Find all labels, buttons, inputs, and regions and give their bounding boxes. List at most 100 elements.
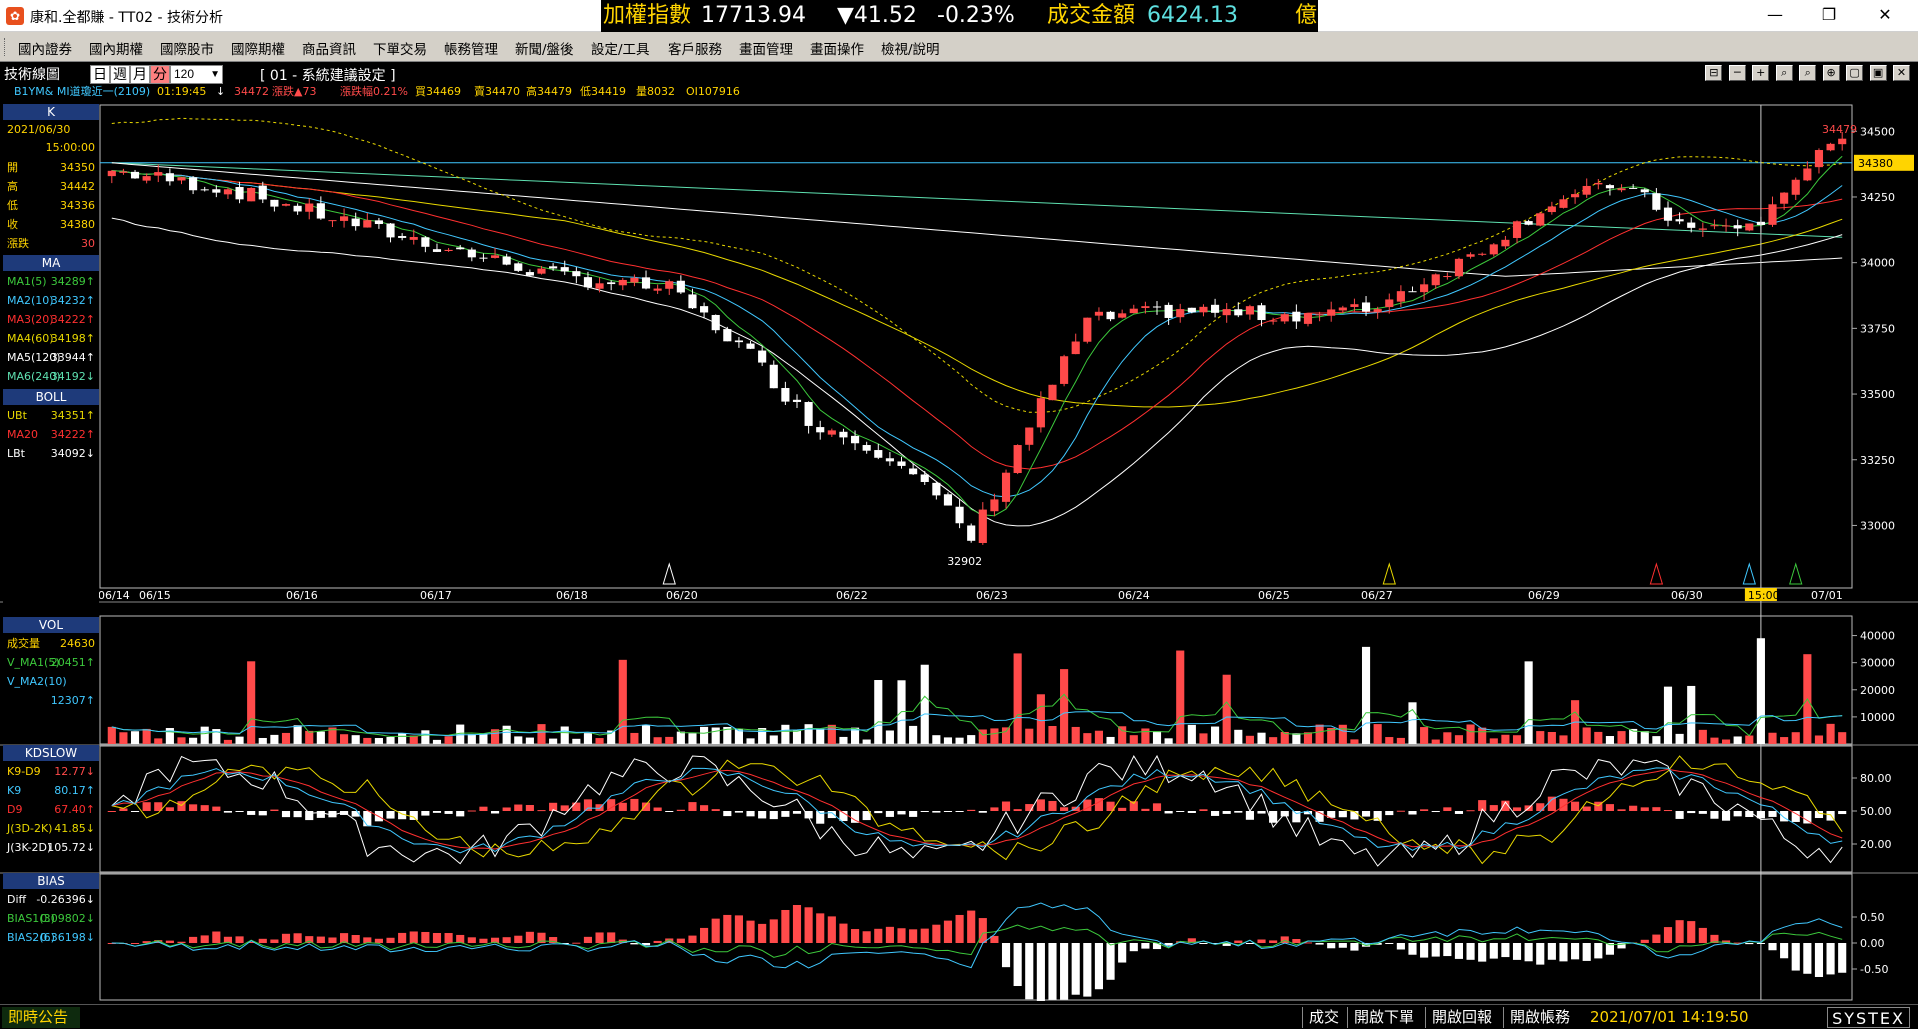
date-tick-label: 06/24 xyxy=(1118,589,1150,602)
search-icon[interactable]: ⌕ xyxy=(1775,65,1793,81)
vma2-value: 12307↑ xyxy=(50,694,95,707)
kd-diff-bar xyxy=(1269,811,1278,823)
menu-item-settings-tools[interactable]: 設定/工具 xyxy=(591,42,650,58)
candle-body xyxy=(340,216,349,221)
trades-button[interactable]: 成交 xyxy=(1302,1007,1345,1028)
bias-diff-bar xyxy=(641,943,651,946)
volume-bar xyxy=(281,732,291,744)
bar-count-select[interactable]: 120 ▼ xyxy=(170,65,223,84)
kd-diff-bar xyxy=(1466,810,1475,812)
menu-item-intl-futures[interactable]: 國際期權 xyxy=(231,42,285,58)
close-button[interactable]: ✕ xyxy=(1878,5,1892,24)
period-week-button[interactable]: 週 xyxy=(110,65,130,84)
open-report-button[interactable]: 開啟回報 xyxy=(1425,1007,1498,1028)
menu-item-product-info[interactable]: 商品資訊 xyxy=(302,42,356,58)
bias-diff-bar xyxy=(363,937,372,943)
crosshair-icon[interactable]: ⊕ xyxy=(1822,65,1840,81)
bias-diff-bar xyxy=(374,938,383,943)
bias2-line xyxy=(111,902,1843,969)
volume-bar xyxy=(374,738,383,744)
volume-bar xyxy=(572,738,581,744)
period-month-button[interactable]: 月 xyxy=(130,65,150,84)
menu-item-screen-management[interactable]: 畫面管理 xyxy=(739,42,793,58)
close-chart-icon[interactable]: ✕ xyxy=(1893,65,1910,81)
menu-item-intl-stocks[interactable]: 國際股市 xyxy=(160,42,214,58)
bias-diff-bar xyxy=(746,920,755,943)
kd-diff-bar xyxy=(862,811,871,821)
zoom-out-icon[interactable]: ─ xyxy=(1728,65,1746,81)
announcement-button[interactable]: 即時公告 xyxy=(2,1007,80,1028)
volume-bar xyxy=(1663,686,1673,744)
j1-label: J(3D-2K) xyxy=(7,822,53,835)
quote-low: 低34419 xyxy=(580,85,626,98)
volume-bar xyxy=(1118,726,1127,744)
kd-diff-bar xyxy=(1303,811,1313,815)
candle-body xyxy=(514,263,523,271)
ma3-line xyxy=(111,170,1843,470)
zoom-in-icon[interactable]: + xyxy=(1752,65,1770,81)
menu-item-view-help[interactable]: 檢視/說明 xyxy=(881,42,940,58)
menu-item-customer-service[interactable]: 客戶服務 xyxy=(668,42,722,58)
kd-diff-bar xyxy=(1698,811,1707,814)
menu-item-domestic-securities[interactable]: 國內證券 xyxy=(18,42,72,58)
j2-value: 105.72↓ xyxy=(47,841,95,854)
vol-value: 24630 xyxy=(60,637,95,650)
kd-diff-bar xyxy=(490,811,500,814)
menu-item-accounts[interactable]: 帳務管理 xyxy=(444,42,498,58)
candle-body xyxy=(781,388,790,402)
bias-diff-bar xyxy=(560,943,569,944)
vol-tick-label: 20000 xyxy=(1860,684,1895,697)
volume-bar xyxy=(235,736,244,744)
open-order-button[interactable]: 開啟下單 xyxy=(1347,1007,1420,1028)
restore-button[interactable]: ❐ xyxy=(1821,5,1837,24)
period-minute-button[interactable]: 分 xyxy=(150,65,170,84)
kd-diff-bar xyxy=(1338,811,1347,818)
candle-body xyxy=(223,189,233,195)
volume-bar xyxy=(1280,731,1289,744)
volume-bar xyxy=(618,659,627,744)
search-alt-icon[interactable]: ⌕ xyxy=(1799,65,1817,81)
bias-diff-bar xyxy=(293,933,302,943)
menu-item-screen-operation[interactable]: 畫面操作 xyxy=(810,42,864,58)
date-tick-label: 06/18 xyxy=(556,589,588,602)
ma5-line xyxy=(111,162,1843,277)
ma2-line xyxy=(111,170,1843,498)
bias-diff-bar xyxy=(1222,943,1231,946)
ma4-row: MA4(60) 34198↑ xyxy=(5,331,97,346)
volume-bar xyxy=(1478,727,1487,744)
kd-diff-bar xyxy=(1164,811,1173,814)
k-date-value: 2021/06/30 xyxy=(7,123,71,136)
volume-bar xyxy=(549,738,558,744)
menu-item-trading[interactable]: 下單交易 xyxy=(373,42,427,58)
bias-diff-bar xyxy=(885,926,894,943)
kd-diff-bar xyxy=(885,811,894,817)
menu-item-news[interactable]: 新聞/盤後 xyxy=(515,42,574,58)
volume-bar xyxy=(1745,735,1754,744)
period-day-button[interactable]: 日 xyxy=(90,65,110,84)
menu-item-domestic-futures[interactable]: 國內期權 xyxy=(89,42,143,58)
quote-last: 34472 xyxy=(234,85,269,98)
open-account-button[interactable]: 開啟帳務 xyxy=(1503,1007,1576,1028)
ma2-value: 34232↑ xyxy=(50,294,95,307)
price-tick-label: 34500 xyxy=(1860,125,1895,138)
indicator-setting-label[interactable]: [ 01 - 系統建議設定 ] xyxy=(260,68,396,84)
kd-diff-bar xyxy=(1489,805,1498,811)
kd-diff-bar xyxy=(363,811,372,827)
kd-diff-bar xyxy=(549,802,558,811)
window-title: 康和.全都賺 - TT02 - 技術分析 xyxy=(30,10,224,26)
window-icon[interactable]: ▢ xyxy=(1846,65,1864,81)
kd-diff-bar xyxy=(1199,809,1208,811)
layout-icon[interactable]: ⊟ xyxy=(1705,65,1723,81)
bias-diff-bar xyxy=(583,936,593,943)
minimize-button[interactable]: — xyxy=(1767,5,1783,24)
kd-diff-bar xyxy=(421,811,430,816)
volume-bar xyxy=(978,729,987,744)
bias-diff-bar xyxy=(1663,927,1673,943)
candle-body xyxy=(1269,320,1278,322)
technical-chart[interactable]: 34500 34250 34000 33750 33500 33250 33000 34380… xyxy=(0,100,1918,1002)
save-icon[interactable]: ▣ xyxy=(1869,65,1887,81)
kd-diff-bar xyxy=(653,807,662,811)
volume-bar xyxy=(1536,731,1545,744)
candle-body xyxy=(1768,204,1777,225)
ma4-value: 34198↑ xyxy=(50,332,95,345)
